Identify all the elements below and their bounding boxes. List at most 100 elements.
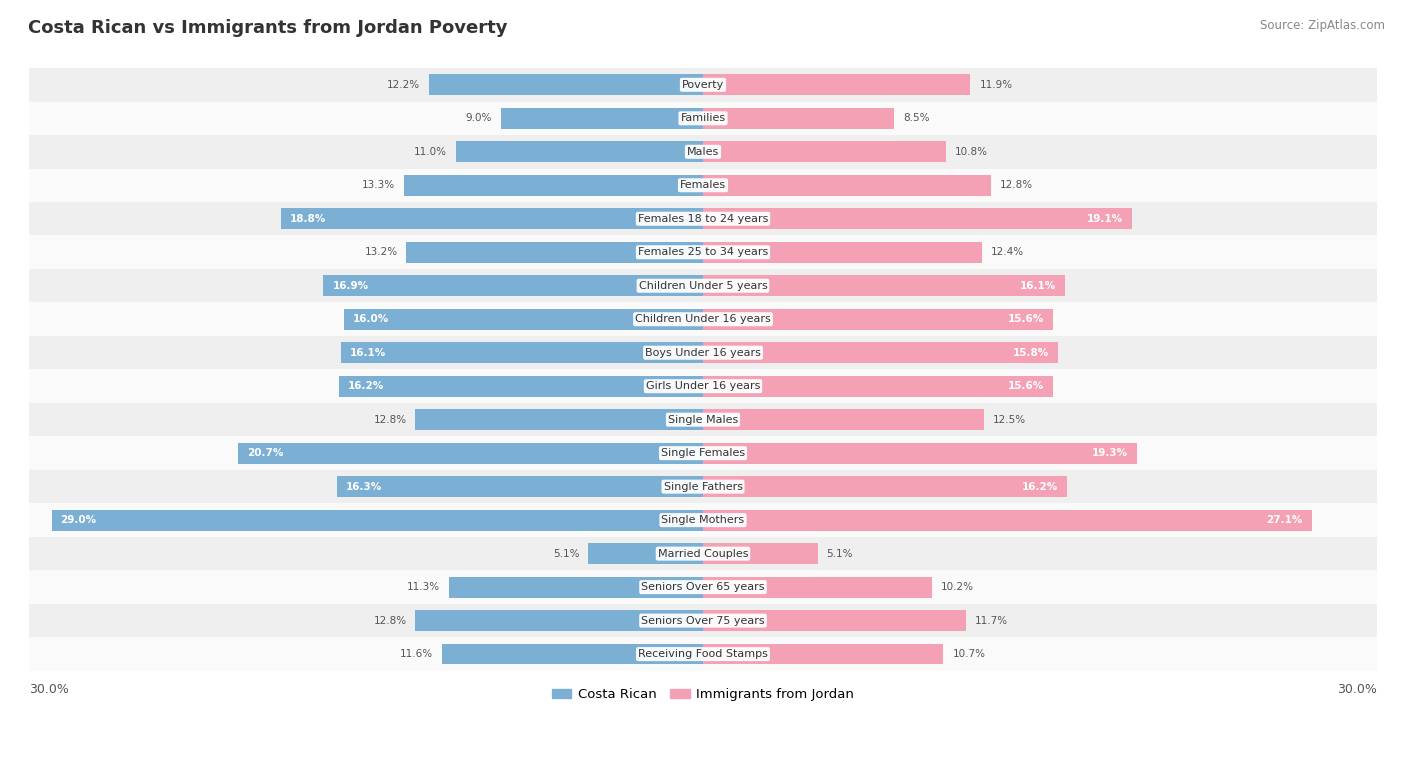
Text: 12.4%: 12.4% <box>991 247 1024 257</box>
Bar <box>406 242 703 262</box>
Text: 12.8%: 12.8% <box>1000 180 1032 190</box>
Text: 11.6%: 11.6% <box>401 649 433 659</box>
Text: 30.0%: 30.0% <box>30 682 69 696</box>
Text: 16.1%: 16.1% <box>1019 280 1056 291</box>
Bar <box>30 202 1376 236</box>
Text: Girls Under 16 years: Girls Under 16 years <box>645 381 761 391</box>
Bar <box>703 577 932 597</box>
Text: 29.0%: 29.0% <box>60 515 97 525</box>
Text: 19.1%: 19.1% <box>1087 214 1123 224</box>
Bar <box>30 236 1376 269</box>
Bar <box>339 376 703 396</box>
Bar <box>703 476 1067 497</box>
Bar <box>703 644 943 665</box>
Bar <box>456 142 703 162</box>
Bar <box>30 369 1376 403</box>
Bar <box>30 604 1376 637</box>
Bar <box>30 403 1376 437</box>
Text: Seniors Over 75 years: Seniors Over 75 years <box>641 615 765 625</box>
Bar <box>703 343 1057 363</box>
Text: 15.6%: 15.6% <box>1008 315 1045 324</box>
Text: 16.3%: 16.3% <box>346 481 382 492</box>
Text: 5.1%: 5.1% <box>553 549 579 559</box>
Bar <box>703 610 966 631</box>
Bar <box>703 275 1064 296</box>
Bar <box>429 74 703 96</box>
Text: 16.9%: 16.9% <box>332 280 368 291</box>
Text: Receiving Food Stamps: Receiving Food Stamps <box>638 649 768 659</box>
Text: 13.2%: 13.2% <box>364 247 398 257</box>
Legend: Costa Rican, Immigrants from Jordan: Costa Rican, Immigrants from Jordan <box>547 683 859 706</box>
Text: 16.2%: 16.2% <box>1022 481 1057 492</box>
Text: 20.7%: 20.7% <box>247 448 284 458</box>
Bar <box>30 336 1376 369</box>
Bar <box>703 409 984 430</box>
Text: Single Males: Single Males <box>668 415 738 424</box>
Bar <box>703 208 1132 229</box>
Bar <box>703 242 981 262</box>
Text: 18.8%: 18.8% <box>290 214 326 224</box>
Text: Married Couples: Married Couples <box>658 549 748 559</box>
Text: Boys Under 16 years: Boys Under 16 years <box>645 348 761 358</box>
Bar <box>30 537 1376 570</box>
Text: Families: Families <box>681 113 725 124</box>
Bar <box>30 637 1376 671</box>
Text: 16.1%: 16.1% <box>350 348 387 358</box>
Text: Females: Females <box>681 180 725 190</box>
Bar <box>323 275 703 296</box>
Bar <box>30 437 1376 470</box>
Bar <box>30 269 1376 302</box>
Bar <box>30 470 1376 503</box>
Text: 10.2%: 10.2% <box>941 582 974 592</box>
Bar <box>703 108 894 129</box>
Bar <box>30 135 1376 168</box>
Bar <box>343 309 703 330</box>
Bar <box>52 510 703 531</box>
Text: 16.2%: 16.2% <box>349 381 384 391</box>
Bar <box>337 476 703 497</box>
Text: 12.5%: 12.5% <box>993 415 1026 424</box>
Bar <box>30 570 1376 604</box>
Text: 13.3%: 13.3% <box>363 180 395 190</box>
Text: 11.0%: 11.0% <box>413 147 447 157</box>
Bar <box>30 302 1376 336</box>
Text: 10.7%: 10.7% <box>952 649 986 659</box>
Bar <box>30 68 1376 102</box>
Bar <box>415 409 703 430</box>
Bar <box>589 543 703 564</box>
Text: Females 18 to 24 years: Females 18 to 24 years <box>638 214 768 224</box>
Bar <box>30 102 1376 135</box>
Bar <box>501 108 703 129</box>
Text: Children Under 5 years: Children Under 5 years <box>638 280 768 291</box>
Bar <box>415 610 703 631</box>
Text: Single Females: Single Females <box>661 448 745 458</box>
Text: 8.5%: 8.5% <box>903 113 929 124</box>
Text: 11.9%: 11.9% <box>980 80 1012 89</box>
Bar <box>703 175 991 196</box>
Text: Single Mothers: Single Mothers <box>661 515 745 525</box>
Bar <box>703 543 817 564</box>
Text: 12.8%: 12.8% <box>374 415 406 424</box>
Text: 9.0%: 9.0% <box>465 113 492 124</box>
Text: 12.8%: 12.8% <box>374 615 406 625</box>
Bar <box>449 577 703 597</box>
Bar <box>703 376 1053 396</box>
Text: Single Fathers: Single Fathers <box>664 481 742 492</box>
Text: 5.1%: 5.1% <box>827 549 853 559</box>
Bar <box>342 343 703 363</box>
Text: Females 25 to 34 years: Females 25 to 34 years <box>638 247 768 257</box>
Bar <box>30 503 1376 537</box>
Text: Costa Rican vs Immigrants from Jordan Poverty: Costa Rican vs Immigrants from Jordan Po… <box>28 19 508 37</box>
Text: 15.6%: 15.6% <box>1008 381 1045 391</box>
Bar <box>404 175 703 196</box>
Text: Poverty: Poverty <box>682 80 724 89</box>
Bar <box>703 510 1312 531</box>
Text: 30.0%: 30.0% <box>1337 682 1376 696</box>
Bar <box>30 168 1376 202</box>
Bar <box>443 644 703 665</box>
Text: Source: ZipAtlas.com: Source: ZipAtlas.com <box>1260 19 1385 32</box>
Text: 12.2%: 12.2% <box>387 80 420 89</box>
Bar <box>281 208 703 229</box>
Text: 15.8%: 15.8% <box>1012 348 1049 358</box>
Text: Children Under 16 years: Children Under 16 years <box>636 315 770 324</box>
